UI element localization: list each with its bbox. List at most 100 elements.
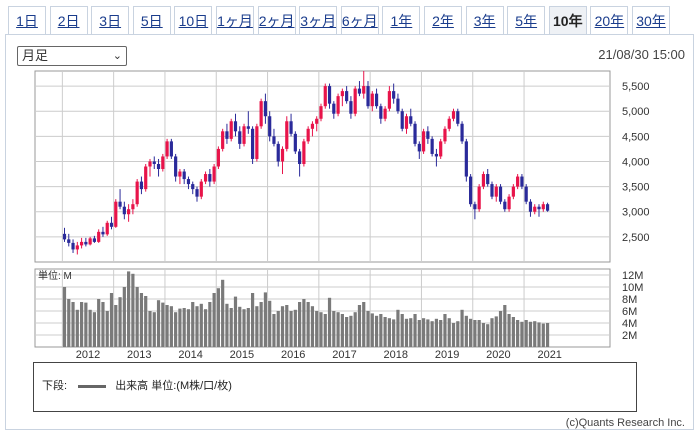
interval-select[interactable]: 月足 ⌄ (17, 46, 127, 66)
volume-bar (494, 316, 498, 347)
tab-0[interactable]: 1日 (8, 6, 46, 34)
volume-bar (533, 321, 537, 347)
volume-bar (169, 306, 173, 347)
volume-bar (541, 323, 545, 347)
volume-bar (447, 318, 451, 347)
candle-body (345, 91, 349, 102)
y-tick-label: 4,500 (622, 131, 650, 143)
tab-4[interactable]: 10日 (174, 6, 213, 34)
tab-2[interactable]: 3日 (91, 6, 130, 34)
tab-11[interactable]: 3年 (465, 6, 504, 34)
volume-bar (516, 320, 520, 347)
candle-body (349, 101, 353, 114)
candle-body (221, 131, 225, 149)
volume-bar (451, 323, 456, 347)
volume-bar (413, 314, 417, 347)
candle-body (92, 238, 97, 242)
candle-body (392, 91, 396, 99)
candle-body (417, 143, 421, 152)
candle-body (135, 181, 139, 205)
tab-13[interactable]: 10年 (548, 6, 587, 34)
volume-bar (430, 321, 434, 347)
volume-bar (203, 309, 208, 347)
tab-5[interactable]: 1ヶ月 (216, 6, 254, 34)
volume-bar (62, 287, 67, 347)
candle-body (250, 128, 255, 159)
candle-body (357, 88, 362, 94)
x-tick-label: 2020 (486, 349, 510, 361)
candle-body (182, 171, 186, 180)
candle-body (84, 241, 88, 245)
volume-bar (315, 311, 319, 347)
volume-bar (503, 305, 507, 347)
interval-select-value: 月足 (22, 48, 49, 63)
candle-body (404, 116, 409, 129)
volume-bar (370, 313, 374, 347)
volume-bar (379, 314, 383, 347)
price-panel-frame (34, 70, 611, 263)
volume-bar (409, 318, 413, 347)
volume-bar (259, 302, 263, 347)
candle-body (374, 93, 379, 107)
volume-bar (310, 306, 315, 347)
volume-bar (233, 296, 238, 347)
volume-bar (426, 319, 430, 347)
tab-3[interactable]: 5日 (132, 6, 171, 34)
candle-body (165, 141, 169, 157)
volume-bar (92, 312, 97, 347)
tab-15[interactable]: 30年 (632, 6, 670, 34)
candle-body (178, 171, 182, 177)
tab-8[interactable]: 6ヶ月 (340, 6, 379, 34)
candle-body (447, 118, 451, 129)
tab-1[interactable]: 2日 (49, 6, 88, 34)
candle-body (238, 131, 242, 144)
copyright: (c)Quants Research Inc. (565, 417, 685, 429)
tab-6[interactable]: 2ヶ月 (257, 6, 296, 34)
volume-bar (127, 271, 131, 347)
candle-body (469, 176, 473, 205)
volume-bar (174, 312, 178, 347)
volume-bar (156, 300, 161, 347)
candle-body (109, 222, 114, 227)
volume-bar (345, 317, 349, 347)
candle-body (426, 131, 430, 139)
y-tick-label: 5,500 (622, 81, 650, 93)
tab-14[interactable]: 20年 (590, 6, 629, 34)
volume-bar (327, 297, 332, 347)
volume-bar (524, 320, 528, 347)
candle-body (148, 161, 152, 167)
candle-body (306, 128, 310, 142)
candle-body (105, 222, 109, 235)
candle-body (319, 106, 323, 119)
volume-bar (135, 287, 139, 347)
volume-bar (545, 323, 550, 347)
volume-bar (268, 300, 272, 347)
tab-9[interactable]: 1年 (382, 6, 421, 34)
tab-12[interactable]: 5年 (507, 6, 546, 34)
volume-bar (84, 302, 88, 347)
volume-bar (199, 303, 203, 347)
volume-legend-swatch (78, 384, 107, 388)
x-tick-label: 2019 (435, 349, 459, 361)
volume-bar (400, 314, 404, 347)
volume-bar (161, 302, 165, 347)
volume-bar (323, 314, 327, 347)
volume-bar (139, 293, 144, 347)
tab-7[interactable]: 3ヶ月 (299, 6, 338, 34)
x-tick-label: 2013 (127, 349, 151, 361)
candle-body (203, 174, 208, 182)
volume-bar (302, 299, 306, 347)
volume-tick-label: 2M (622, 330, 637, 342)
volume-bar (212, 293, 216, 347)
volume-tick-label: 6M (622, 306, 637, 318)
candle-body (494, 186, 498, 197)
volume-bar (221, 279, 225, 347)
tab-10[interactable]: 2年 (424, 6, 462, 34)
candle-body (62, 233, 67, 240)
volume-bar (229, 308, 233, 347)
candle-body (208, 174, 212, 182)
volume-bar (101, 302, 105, 347)
x-tick-label: 2014 (178, 349, 202, 361)
volume-bar (148, 311, 152, 347)
volume-bar (97, 299, 101, 347)
